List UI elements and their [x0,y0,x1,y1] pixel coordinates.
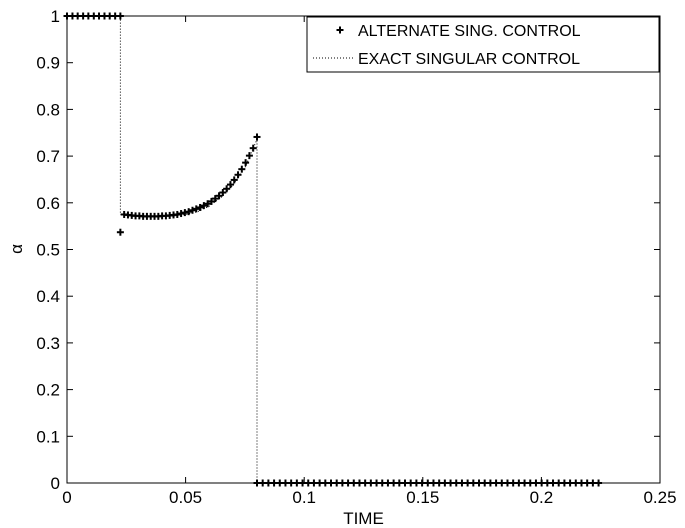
data-point [230,176,238,184]
data-point [253,133,261,141]
alternate-sing-control-series [63,12,603,487]
data-point [185,208,193,216]
data-point [207,197,215,205]
x-tick-label: 0 [62,488,71,507]
data-point [238,165,246,173]
data-point [204,200,212,208]
legend-box [306,16,660,73]
data-point [188,206,196,214]
y-tick-label: 0.9 [36,54,60,73]
y-tick-label: 0.8 [36,100,60,119]
data-point [223,185,231,193]
y-tick-label: 0.5 [36,241,60,260]
exact-singular-control-line [67,15,599,484]
data-point [234,171,242,179]
y-tick-label: 0.2 [36,381,60,400]
data-point [215,192,223,200]
x-tick-label: 0.15 [406,488,439,507]
exact-singular-control-series [67,15,599,484]
y-tick-label: 0.4 [36,287,60,306]
x-tick-label: 0.2 [530,488,554,507]
data-point [249,144,257,152]
axes-box [66,15,661,484]
legend-entry-exact: EXACT SINGULAR CONTROL [358,51,580,68]
data-point [245,152,253,160]
data-point [219,189,227,197]
legend-plus-marker [336,26,344,34]
x-tick-label: 0.1 [292,488,316,507]
data-point [242,159,250,167]
x-tick-label: 0.25 [643,488,676,507]
y-tick-label: 0.6 [36,194,60,213]
y-tick-label: 0 [51,474,60,493]
legend-entry-alternate: ALTERNATE SING. CONTROL [358,23,581,40]
y-tick-label: 0.7 [36,147,60,166]
y-tick-label: 0.3 [36,334,60,353]
axes [66,15,661,484]
data-point [192,205,200,213]
legend: ALTERNATE SING. CONTROL EXACT SINGULAR C… [306,16,660,73]
data-point [196,203,204,211]
x-tick-label: 0.05 [169,488,202,507]
tick-labels: 0 0.05 0.1 0.15 0.2 0.25 0 0.1 0.2 0.3 0.4 0.5 0.6 0.… [36,7,676,507]
y-tick-label: 0.1 [36,427,60,446]
y-tick-label: 1 [51,7,60,26]
data-point [200,202,208,210]
data-point [226,181,234,189]
data-point [116,228,124,236]
x-axis-label: TIME [343,509,384,528]
data-point [211,195,219,203]
y-axis-label: α [7,244,26,254]
